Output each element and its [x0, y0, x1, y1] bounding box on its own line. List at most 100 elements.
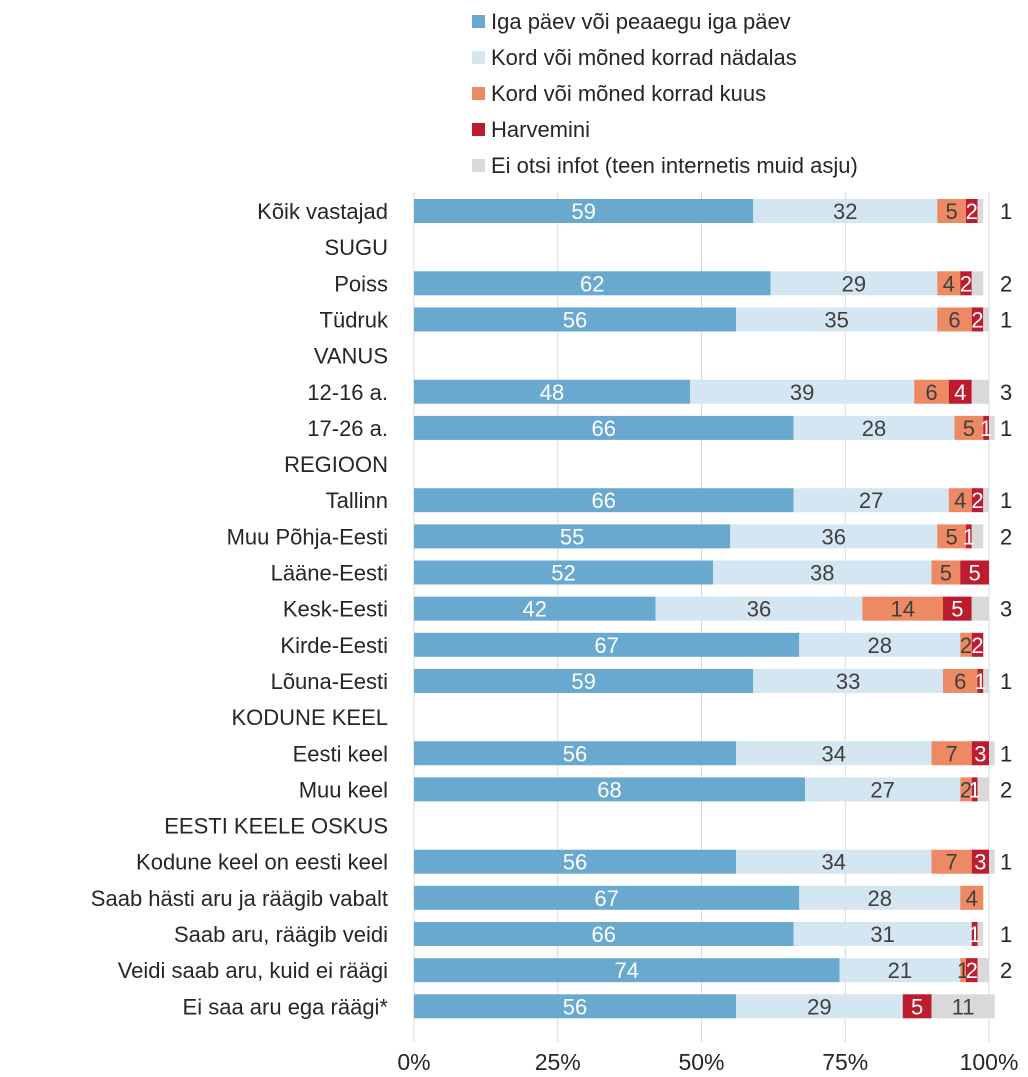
category-label: Ei saa aru ega räägi*	[183, 994, 389, 1019]
data-label: 6	[954, 669, 966, 694]
data-label: 7	[946, 741, 958, 766]
bar-segment	[736, 741, 932, 766]
bar-segment	[971, 777, 978, 802]
bar-segment	[414, 741, 736, 766]
data-label: 62	[580, 271, 604, 296]
bar-segment	[793, 488, 949, 513]
bar-segment	[414, 958, 840, 983]
data-label: 2	[971, 488, 983, 513]
bar-segment	[770, 271, 938, 296]
bar-segment	[971, 488, 984, 513]
data-label: 5	[946, 524, 958, 549]
category-label: Muu Põhja-Eesti	[227, 524, 388, 549]
category-label: Kodune keel on eesti keel	[136, 850, 388, 875]
bar-segment	[931, 560, 961, 585]
data-label: 56	[563, 307, 587, 332]
group-header: REGIOON	[284, 452, 388, 477]
data-label: 56	[563, 741, 587, 766]
bar-segment	[931, 849, 972, 874]
bar-segment	[931, 741, 972, 766]
data-label: 5	[969, 561, 981, 586]
data-label: 3	[974, 850, 986, 875]
data-label: 3	[1000, 380, 1012, 405]
category-label: Poiss	[334, 271, 388, 296]
bar-segment	[989, 849, 995, 874]
data-label: 33	[836, 669, 860, 694]
bar-segment	[971, 379, 989, 404]
data-label: 1	[957, 958, 969, 983]
data-label: 28	[868, 886, 892, 911]
data-label: 4	[943, 271, 955, 296]
bar-segment	[966, 199, 978, 223]
bar-segment	[414, 379, 690, 404]
bar-segment	[414, 199, 754, 223]
category-labels: Kõik vastajad SUGU Poiss Tüdruk VANUS 12-16 a…	[91, 199, 389, 1019]
data-label: 2	[1000, 958, 1012, 983]
data-label: 4	[954, 488, 966, 513]
bar-segment	[966, 958, 978, 983]
x-tick-label: 100%	[960, 1049, 1019, 1075]
bar-segment	[914, 379, 949, 404]
group-header: KODUNE KEEL	[232, 705, 389, 730]
data-label: 1	[1000, 850, 1012, 875]
category-label: Lääne-Eesti	[271, 561, 388, 586]
data-label: 2	[1000, 271, 1012, 296]
bar-segment	[989, 415, 995, 440]
bar-segment	[793, 922, 972, 946]
bar-segment	[414, 488, 794, 513]
data-label: 2	[966, 199, 978, 224]
bar-segment	[414, 560, 713, 585]
data-label: 1	[969, 922, 981, 947]
bar-segment	[948, 488, 972, 513]
x-tick-label: 25%	[535, 1049, 581, 1075]
x-tick-label: 0%	[397, 1049, 430, 1075]
data-label: 6	[948, 307, 960, 332]
bar-segment	[414, 415, 794, 440]
bar-segment	[414, 922, 794, 946]
data-label: 5	[946, 199, 958, 224]
data-label: 14	[891, 597, 915, 622]
data-label: 28	[862, 416, 886, 441]
data-label: 29	[842, 271, 866, 296]
data-label: 4	[966, 886, 978, 911]
bar-segment	[960, 885, 984, 910]
data-label: 5	[963, 416, 975, 441]
data-label: 59	[571, 199, 595, 224]
category-label: Kirde-Eesti	[280, 633, 388, 658]
x-tick-label: 75%	[822, 1049, 868, 1075]
bar-segment	[414, 994, 736, 1019]
data-label: 35	[824, 307, 848, 332]
data-label: 5	[940, 561, 952, 586]
bar-segment	[839, 958, 961, 983]
group-header: SUGU	[324, 235, 388, 260]
data-label: 56	[563, 994, 587, 1019]
data-label: 67	[594, 886, 618, 911]
category-label: Lõuna-Eesti	[271, 669, 388, 694]
data-label: 36	[747, 597, 771, 622]
bar-segment	[971, 849, 989, 874]
legend: Iga päev või peaaegu iga päev Kord või mõ…	[472, 9, 858, 178]
category-label: Veidi saab aru, kuid ei räägi	[118, 958, 388, 983]
bar-segment	[736, 307, 938, 332]
legend-swatch	[472, 15, 485, 28]
data-label: 2	[971, 633, 983, 658]
data-label: 3	[1000, 597, 1012, 622]
bar-segment	[690, 379, 915, 404]
legend-swatch	[472, 51, 485, 64]
data-label: 7	[946, 850, 958, 875]
data-label: 32	[833, 199, 857, 224]
data-label: 1	[963, 524, 975, 549]
legend-label: Kord või mõned korrad kuus	[491, 81, 766, 106]
bar-segment	[414, 307, 736, 332]
legend-label: Ei otsi infot (teen internetis muid asju…	[491, 153, 858, 178]
data-label: 6	[925, 380, 937, 405]
bar-segment	[966, 524, 972, 549]
data-label: 2	[960, 633, 972, 658]
data-label: 39	[790, 380, 814, 405]
bar-segment	[414, 632, 800, 657]
category-label: Saab hästi aru ja räägib vabalt	[91, 886, 388, 911]
bar-segment	[753, 199, 938, 223]
bar-segment	[977, 958, 989, 983]
bar-segment	[954, 415, 984, 440]
category-label: 17-26 a.	[307, 416, 388, 441]
